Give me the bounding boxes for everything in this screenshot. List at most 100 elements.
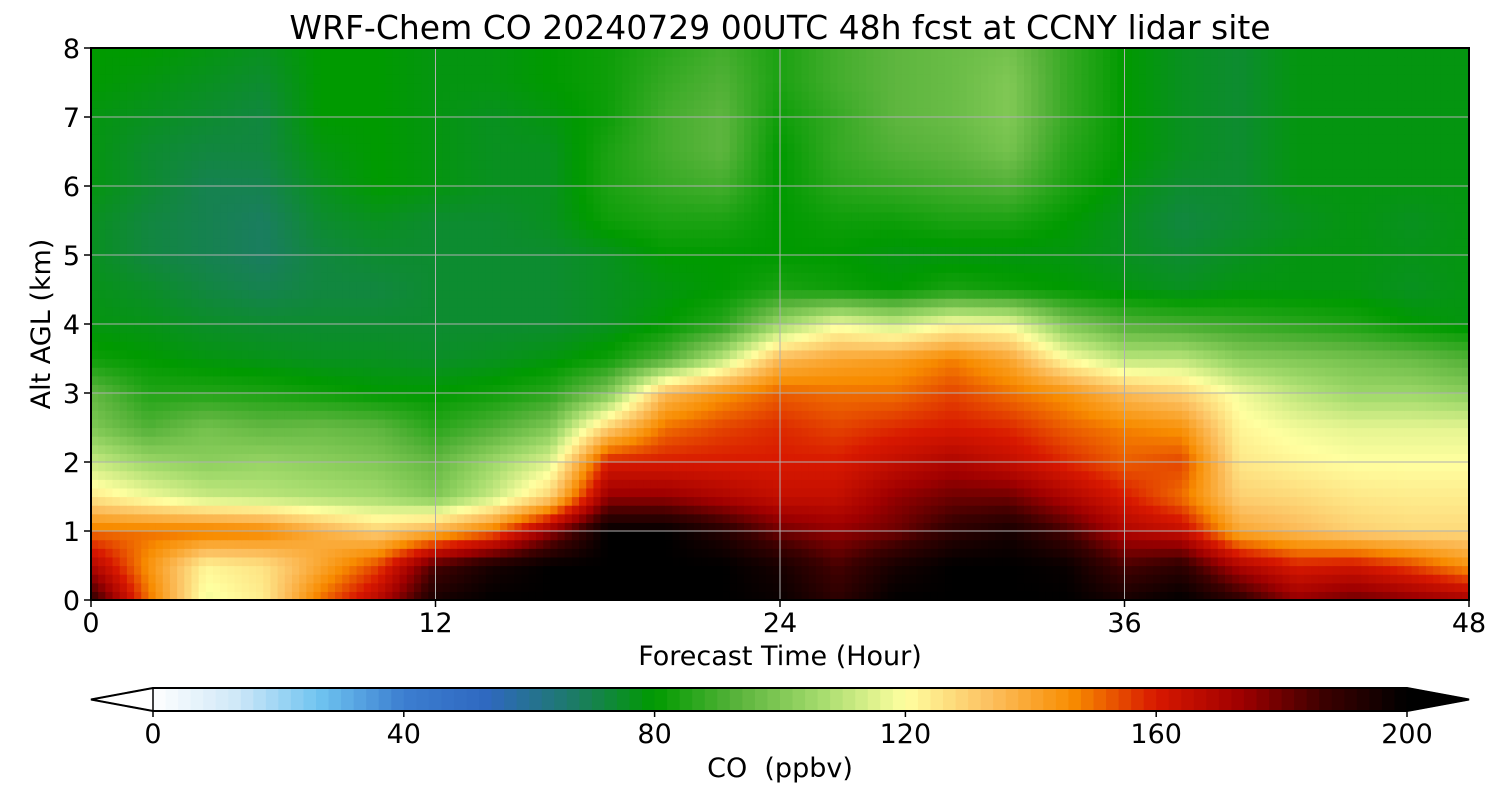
heatmap-cell (177, 444, 185, 454)
heatmap-cell (169, 505, 178, 515)
heatmap-cell (134, 375, 142, 385)
heatmap-cell (736, 418, 745, 429)
heatmap-cell (564, 418, 573, 429)
heatmap-cell (327, 496, 336, 506)
heatmap-cell (1016, 513, 1025, 523)
heatmap-cell (988, 479, 996, 489)
heatmap-cell (622, 410, 630, 420)
heatmap-cell (593, 470, 602, 480)
heatmap-cell (543, 375, 551, 385)
heatmap-cell (837, 574, 846, 584)
heatmap-cell (406, 444, 415, 454)
heatmap-cell (148, 505, 157, 515)
heatmap-cell (1110, 582, 1118, 592)
heatmap-cell (248, 479, 257, 489)
heatmap-cell (313, 444, 322, 454)
heatmap-cell (1361, 444, 1370, 454)
heatmap-cell (1167, 375, 1176, 385)
heatmap-cell (213, 505, 221, 515)
heatmap-cell (1138, 462, 1147, 472)
heatmap-cell (220, 522, 228, 532)
heatmap-cell (320, 462, 329, 472)
heatmap-cell (413, 384, 422, 394)
heatmap-cell (514, 427, 523, 437)
heatmap-cell (1002, 487, 1011, 498)
heatmap-cell (1024, 427, 1032, 437)
heatmap-cell (248, 548, 257, 558)
heatmap-cell (629, 393, 638, 403)
heatmap-cell (1160, 410, 1169, 420)
heatmap-cell (722, 444, 731, 454)
heatmap-cell (1167, 513, 1176, 523)
heatmap-cell (263, 418, 272, 429)
heatmap-cell (937, 496, 946, 506)
heatmap-cell (464, 582, 472, 592)
heatmap-cell (112, 367, 121, 377)
heatmap-cell (241, 418, 250, 429)
heatmap-cell (722, 453, 731, 463)
heatmap-cell (672, 539, 681, 549)
heatmap-cell (528, 470, 537, 480)
heatmap-cell (1138, 384, 1147, 394)
heatmap-cell (435, 444, 444, 454)
heatmap-cell (248, 513, 257, 523)
heatmap-cell (478, 418, 487, 429)
heatmap-cell (91, 418, 99, 429)
heatmap-cell (564, 487, 573, 498)
heatmap-cell (1146, 453, 1154, 463)
heatmap-cell (650, 574, 659, 584)
heatmap-cell (708, 548, 717, 558)
heatmap-cell (844, 565, 853, 575)
heatmap-cell (1354, 582, 1362, 592)
heatmap-cell (471, 393, 480, 403)
heatmap-cell (478, 453, 487, 463)
heatmap-cell (959, 531, 968, 541)
heatmap-cell (1382, 574, 1391, 584)
heatmap-cell (988, 582, 996, 592)
heatmap-cell (1361, 410, 1370, 420)
heatmap-cell (1332, 410, 1341, 420)
heatmap-cell (600, 513, 609, 523)
heatmap-cell (880, 444, 889, 454)
heatmap-cell (636, 574, 645, 584)
heatmap-cell (385, 565, 394, 575)
heatmap-cell (514, 418, 523, 429)
heatmap-cell (1332, 522, 1341, 532)
heatmap-cell (629, 462, 638, 472)
heatmap-cell (909, 384, 917, 394)
heatmap-cell (794, 470, 803, 480)
heatmap-cell (471, 496, 480, 506)
heatmap-cell (421, 548, 429, 558)
heatmap-cell (808, 375, 817, 385)
heatmap-cell (220, 384, 228, 394)
heatmap-cell (1339, 522, 1348, 532)
heatmap-cell (1232, 574, 1240, 584)
heatmap-cell (205, 462, 214, 472)
heatmap-cell (213, 470, 221, 480)
heatmap-cell (392, 427, 401, 437)
heatmap-cell (1461, 531, 1469, 541)
heatmap-cell (492, 513, 501, 523)
heatmap-cell (356, 436, 365, 446)
heatmap-cell (1117, 401, 1126, 411)
heatmap-cell (837, 591, 846, 600)
heatmap-cell (844, 453, 853, 463)
heatmap-cell (1196, 531, 1205, 541)
heatmap-cell (1167, 401, 1176, 411)
heatmap-cell (837, 462, 846, 472)
heatmap-cell (442, 436, 451, 446)
heatmap-cell (629, 427, 638, 437)
heatmap-cell (399, 574, 408, 584)
heatmap-cell (600, 591, 609, 600)
heatmap-cell (299, 375, 307, 385)
heatmap-cell (629, 401, 638, 411)
heatmap-cell (457, 539, 465, 549)
heatmap-cell (614, 384, 623, 394)
heatmap-cell (162, 496, 171, 506)
heatmap-cell (162, 393, 171, 403)
heatmap-cell (643, 539, 652, 549)
heatmap-cell (112, 375, 121, 385)
heatmap-cell (320, 418, 329, 429)
heatmap-cell (1282, 410, 1291, 420)
heatmap-cell (198, 453, 207, 463)
